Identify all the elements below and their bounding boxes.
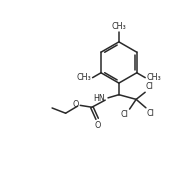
Text: CH₃: CH₃ <box>147 73 161 82</box>
Text: Cl: Cl <box>147 109 155 117</box>
Text: HN: HN <box>94 94 105 103</box>
Text: O: O <box>73 100 79 109</box>
Text: O: O <box>94 121 101 130</box>
Text: CH₃: CH₃ <box>112 22 126 31</box>
Text: CH₃: CH₃ <box>76 73 91 82</box>
Text: Cl: Cl <box>146 83 154 92</box>
Text: Cl: Cl <box>121 110 129 119</box>
